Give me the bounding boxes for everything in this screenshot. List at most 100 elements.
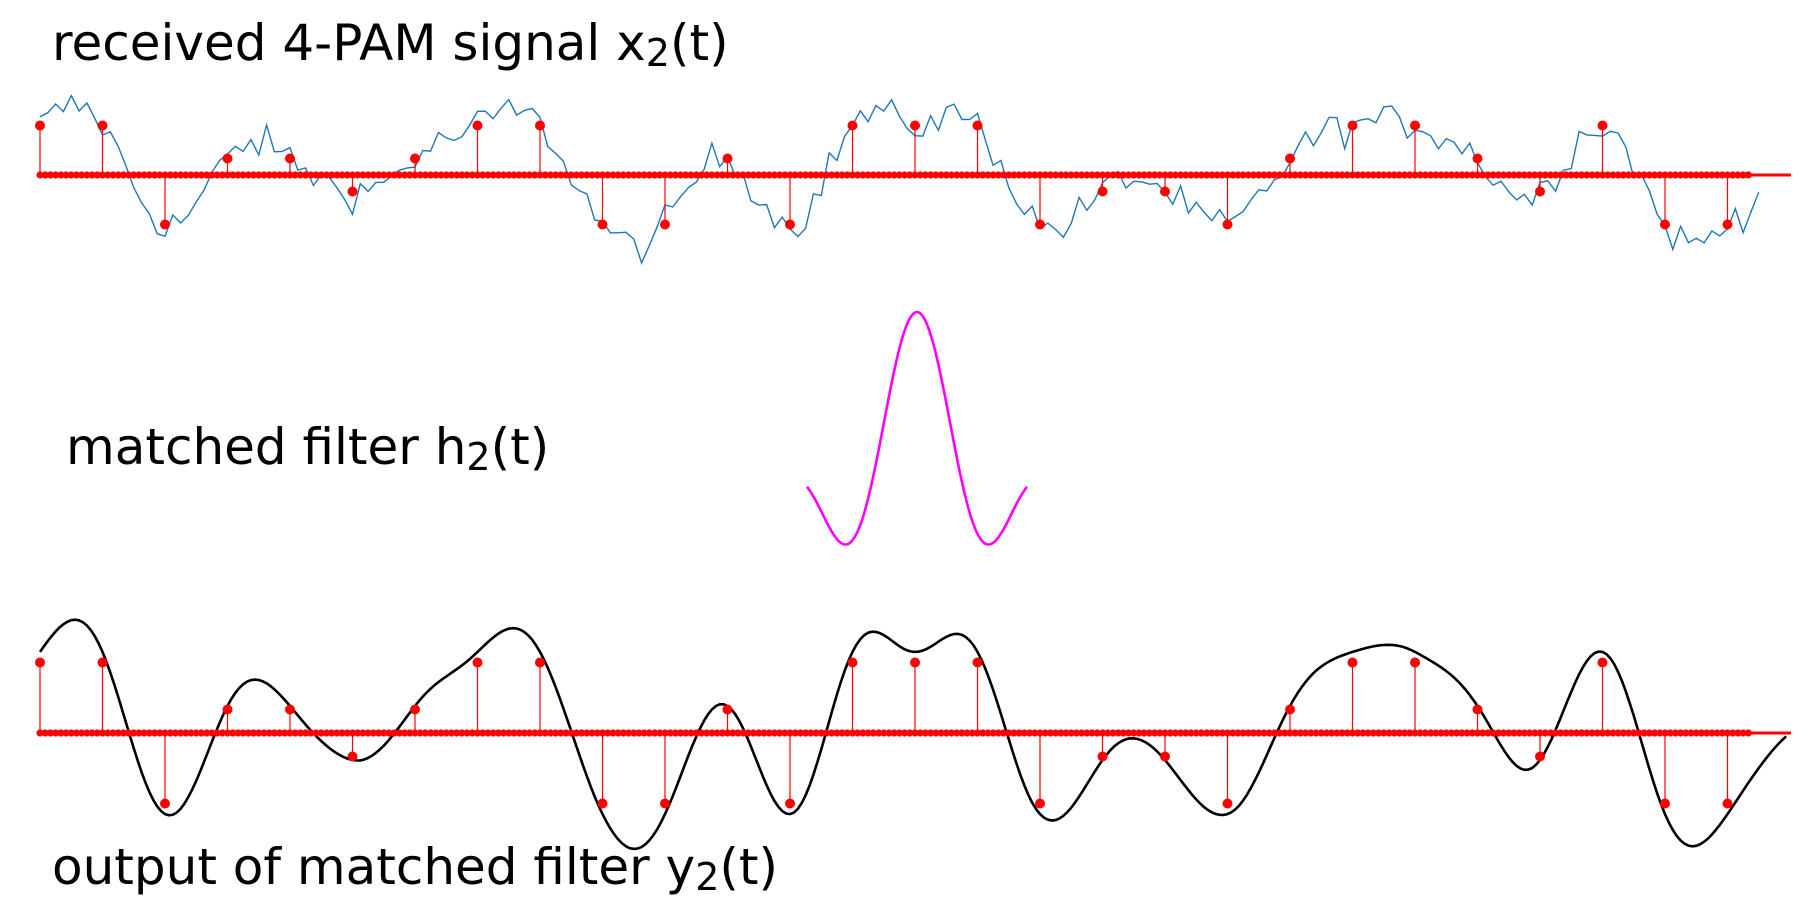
received-zero-sample [421, 171, 430, 179]
received-symbol-marker [97, 120, 108, 131]
output-zero-sample [630, 729, 638, 737]
output-zero-sample [1729, 729, 1737, 737]
output-zero-sample [713, 729, 721, 737]
received-zero-sample [755, 171, 763, 179]
received-zero-sample [1213, 171, 1221, 179]
received-zero-sample [1020, 171, 1028, 179]
received-zero-sample [812, 171, 820, 179]
output-zero-sample [656, 729, 664, 737]
output-zero-sample [1546, 729, 1555, 737]
received-zero-sample [1557, 171, 1565, 179]
output-zero-sample [833, 729, 841, 737]
received-symbol-marker [1285, 153, 1295, 164]
output-zero-sample [557, 729, 565, 737]
output-zero-sample [890, 729, 898, 737]
output-zero-sample [1374, 729, 1383, 737]
received-zero-sample [1734, 171, 1742, 179]
received-zero-sample [1400, 171, 1409, 179]
output-zero-sample [1640, 729, 1648, 737]
output-zero-sample [1192, 729, 1200, 737]
received-symbol-marker [1347, 120, 1358, 131]
received-zero-sample [249, 171, 258, 179]
received-zero-sample [333, 171, 341, 179]
received-zero-sample [1572, 171, 1581, 179]
output-zero-sample [1130, 729, 1138, 737]
output-zero-sample [57, 729, 65, 737]
output-zero-sample [1463, 729, 1471, 737]
output-zero-sample [1354, 729, 1362, 737]
output-zero-sample [166, 729, 174, 737]
received-zero-sample [624, 171, 633, 179]
output-zero-sample [1619, 729, 1627, 737]
output-zero-sample [843, 729, 851, 737]
received-zero-sample [713, 171, 721, 179]
received-zero-sample [1156, 171, 1164, 179]
received-zero-sample [166, 171, 174, 179]
output-zero-sample [140, 729, 148, 737]
received-zero-sample [1239, 171, 1247, 179]
output-zero-sample [197, 729, 206, 737]
output-zero-sample [104, 729, 112, 737]
output-zero-sample [1140, 729, 1148, 737]
received-zero-sample [1187, 171, 1195, 179]
output-zero-sample [1567, 729, 1575, 737]
output-zero-sample [458, 729, 466, 737]
output-zero-sample [249, 729, 258, 737]
output-zero-sample [432, 729, 440, 737]
received-zero-sample [1072, 171, 1081, 179]
output-zero-sample [171, 729, 180, 737]
output-zero-sample [807, 729, 815, 737]
received-symbol-marker [1660, 219, 1670, 230]
output-zero-sample [1432, 729, 1440, 737]
received-zero-sample [203, 171, 211, 179]
output-zero-sample [1458, 729, 1466, 737]
received-zero-sample [447, 171, 456, 179]
output-zero-sample [130, 729, 138, 737]
output-zero-sample [979, 729, 987, 737]
received-symbol-marker [535, 120, 545, 131]
output-zero-sample [765, 729, 773, 737]
received-zero-sample [192, 171, 200, 179]
output-zero-sample [234, 729, 242, 737]
received-zero-sample [1671, 171, 1680, 179]
output-zero-sample [135, 729, 143, 737]
output-zero-sample [270, 729, 278, 737]
received-zero-sample [1078, 171, 1086, 179]
output-zero-sample [447, 729, 456, 737]
output-zero-sample [953, 729, 961, 737]
received-zero-sample [1499, 171, 1508, 179]
received-zero-sample [989, 171, 997, 179]
output-zero-sample [687, 729, 695, 737]
output-zero-sample [83, 729, 91, 737]
output-zero-sample [41, 729, 49, 737]
received-symbol-marker [222, 153, 233, 164]
received-zero-sample [1260, 171, 1268, 179]
received-zero-sample [1145, 171, 1153, 179]
output-zero-sample [338, 729, 346, 737]
received-zero-sample [1630, 171, 1638, 179]
output-zero-sample [265, 729, 273, 737]
output-zero-sample [916, 729, 924, 737]
output-zero-sample [984, 729, 992, 737]
output-zero-sample [1442, 729, 1450, 737]
received-zero-sample [1046, 171, 1055, 179]
received-zero-sample [609, 171, 617, 179]
output-zero-sample [281, 729, 289, 737]
received-symbol-marker [972, 120, 983, 131]
received-zero-sample [838, 171, 846, 179]
output-zero-sample [1744, 729, 1752, 737]
received-zero-sample [1265, 171, 1273, 179]
received-zero-sample [343, 171, 351, 179]
received-baseline [36, 171, 1791, 179]
output-symbol-marker [785, 798, 795, 809]
output-zero-sample [1150, 729, 1159, 737]
received-zero-sample [385, 171, 393, 179]
output-zero-sample [864, 729, 872, 737]
output-zero-sample [999, 729, 1008, 737]
received-zero-sample [1718, 171, 1726, 179]
output-zero-sample [1244, 729, 1252, 737]
output-zero-sample [1703, 729, 1711, 737]
received-zero-sample [1515, 171, 1523, 179]
output-zero-sample [1218, 729, 1226, 737]
received-zero-sample [880, 171, 888, 179]
